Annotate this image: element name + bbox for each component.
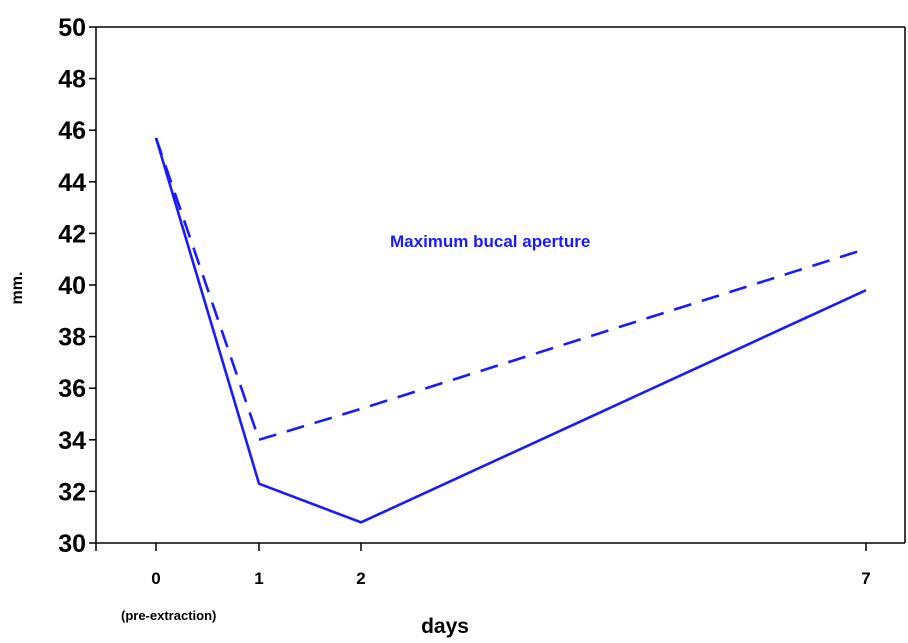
x-tick-label: 0 (151, 569, 160, 588)
chart-annotation: Maximum bucal aperture (390, 232, 590, 251)
y-tick-label: 48 (58, 66, 86, 94)
axes (95, 26, 906, 551)
y-tick-label: 40 (58, 272, 86, 300)
y-tick-label: 30 (58, 530, 86, 558)
y-tick-label: 42 (58, 220, 86, 248)
y-tick-label: 34 (58, 427, 86, 455)
x-tick-label: 2 (356, 569, 365, 588)
y-tick-label: 50 (58, 14, 86, 42)
x-axis-label: days (421, 615, 469, 638)
y-tick-label: 36 (58, 375, 86, 403)
x-axis-ticks: 0 1 2 7 (151, 543, 871, 588)
series-line-dashed (154, 137, 867, 442)
y-axis-ticks: 30 32 34 36 38 40 42 44 46 48 50 (58, 14, 96, 558)
series-lines (154, 137, 867, 524)
y-tick-label: 32 (58, 478, 86, 506)
y-axis-label: mm. (9, 272, 26, 305)
series-line-solid (154, 137, 867, 524)
x-tick-sublabel: (pre-extraction) (121, 608, 216, 623)
y-tick-label: 38 (58, 324, 86, 352)
y-tick-label: 44 (58, 169, 86, 197)
x-tick-label: 1 (254, 569, 263, 588)
y-tick-label: 46 (58, 117, 86, 145)
x-tick-label: 7 (861, 569, 870, 588)
